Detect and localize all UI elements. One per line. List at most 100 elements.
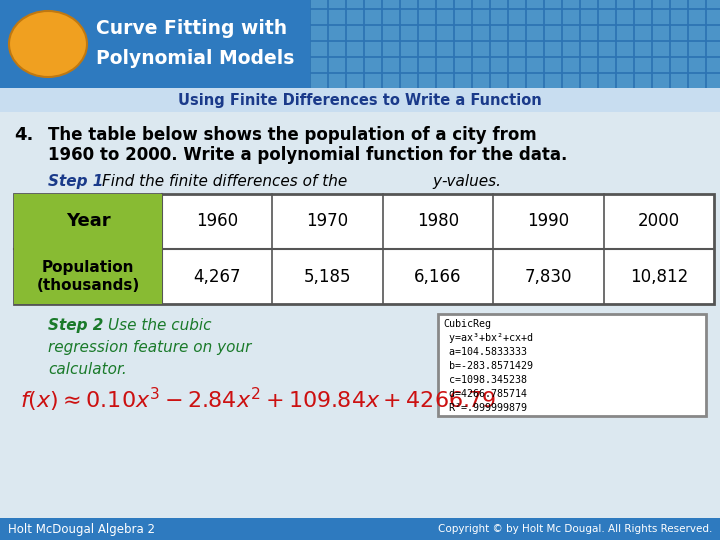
Bar	[706, 57, 720, 72]
Bar	[490, 9, 507, 24]
Text: Step 1: Step 1	[48, 174, 104, 189]
Text: 10,812: 10,812	[630, 267, 688, 286]
Bar	[526, 41, 543, 56]
Bar	[310, 57, 327, 72]
Bar	[346, 73, 363, 88]
Bar	[0, 518, 720, 540]
Bar	[652, 57, 669, 72]
Bar	[670, 0, 687, 8]
Bar	[490, 73, 507, 88]
Bar	[688, 25, 705, 40]
Ellipse shape	[9, 11, 87, 77]
Bar	[436, 0, 453, 8]
Bar	[364, 73, 381, 88]
Bar	[652, 0, 669, 8]
Text: calculator.: calculator.	[48, 362, 127, 377]
Bar	[508, 73, 525, 88]
Bar	[634, 25, 651, 40]
Bar	[454, 41, 471, 56]
Bar	[652, 25, 669, 40]
Bar	[688, 0, 705, 8]
Bar	[670, 25, 687, 40]
Bar	[472, 0, 489, 8]
Bar	[598, 73, 615, 88]
Bar	[706, 25, 720, 40]
Bar	[346, 41, 363, 56]
Bar	[670, 57, 687, 72]
Text: b=-283.8571429: b=-283.8571429	[443, 361, 533, 370]
Bar	[328, 25, 345, 40]
Bar	[328, 73, 345, 88]
Bar	[418, 41, 435, 56]
Text: 1960: 1960	[196, 213, 238, 231]
Bar	[346, 57, 363, 72]
Bar	[490, 41, 507, 56]
Bar	[706, 9, 720, 24]
Bar	[328, 0, 345, 8]
Text: -values.: -values.	[441, 174, 501, 189]
Bar	[382, 25, 399, 40]
Bar	[454, 0, 471, 8]
Bar	[598, 0, 615, 8]
Bar	[382, 9, 399, 24]
Bar	[364, 9, 381, 24]
Text: Population
(thousands): Population (thousands)	[37, 260, 140, 293]
Bar	[472, 57, 489, 72]
Bar	[706, 0, 720, 8]
Text: 5,185: 5,185	[304, 267, 351, 286]
Text: 7,830: 7,830	[525, 267, 572, 286]
Bar	[634, 73, 651, 88]
Bar	[670, 73, 687, 88]
Bar	[328, 41, 345, 56]
Bar	[418, 25, 435, 40]
Text: Find the finite differences of the: Find the finite differences of the	[102, 174, 352, 189]
Text: 4.: 4.	[14, 126, 33, 144]
Bar	[616, 9, 633, 24]
Bar	[418, 73, 435, 88]
Bar	[508, 9, 525, 24]
Bar	[652, 41, 669, 56]
Bar	[544, 25, 561, 40]
Bar	[508, 25, 525, 40]
Bar	[364, 0, 381, 8]
Bar	[472, 25, 489, 40]
Bar	[490, 0, 507, 8]
Bar	[418, 9, 435, 24]
Bar	[544, 9, 561, 24]
Text: Using Finite Differences to Write a Function: Using Finite Differences to Write a Func…	[178, 92, 542, 107]
Text: 1980: 1980	[417, 213, 459, 231]
Bar	[580, 57, 597, 72]
Bar	[634, 0, 651, 8]
Bar	[14, 249, 162, 304]
Bar	[652, 73, 669, 88]
Bar	[526, 0, 543, 8]
Bar	[418, 0, 435, 8]
Bar	[454, 9, 471, 24]
Bar	[598, 9, 615, 24]
Bar	[634, 9, 651, 24]
Bar	[328, 9, 345, 24]
Bar	[436, 25, 453, 40]
Bar	[616, 25, 633, 40]
Bar	[436, 41, 453, 56]
Bar	[382, 41, 399, 56]
Bar	[382, 0, 399, 8]
Bar	[346, 0, 363, 8]
Text: Step 2: Step 2	[48, 318, 104, 333]
Bar	[454, 73, 471, 88]
Bar	[634, 41, 651, 56]
Bar	[688, 41, 705, 56]
Bar	[526, 25, 543, 40]
Bar	[688, 9, 705, 24]
Bar	[544, 41, 561, 56]
Bar	[544, 0, 561, 8]
Bar	[706, 41, 720, 56]
Bar	[526, 57, 543, 72]
Bar	[652, 9, 669, 24]
Bar	[364, 41, 381, 56]
Bar	[508, 41, 525, 56]
Text: Holt McDougal Algebra 2: Holt McDougal Algebra 2	[8, 523, 155, 536]
Bar	[508, 0, 525, 8]
Bar	[688, 73, 705, 88]
Bar	[364, 57, 381, 72]
